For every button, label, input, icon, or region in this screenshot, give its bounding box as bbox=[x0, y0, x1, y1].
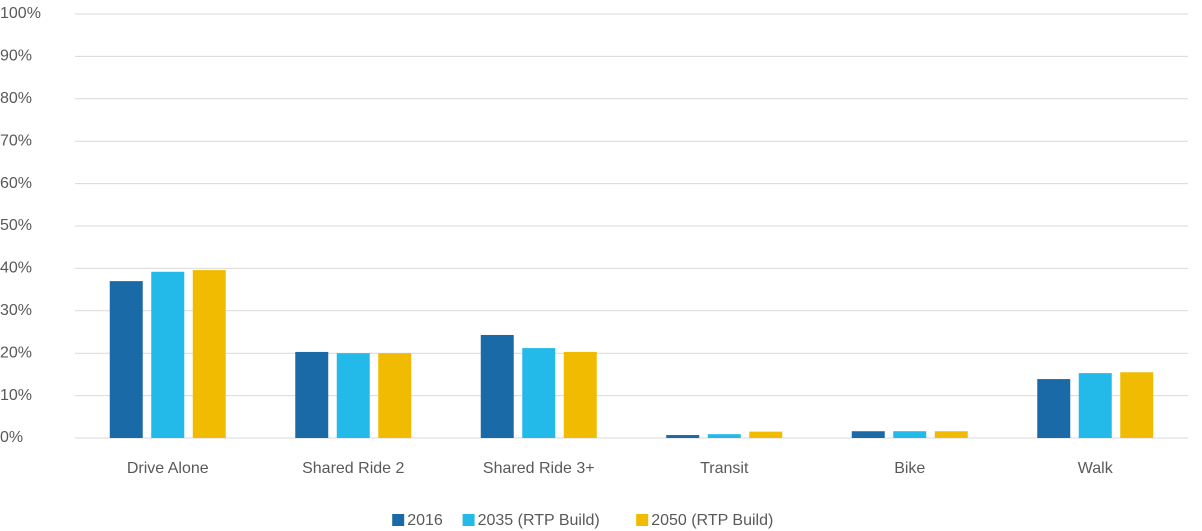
y-tick-label: 10% bbox=[0, 387, 32, 404]
y-tick-label: 50% bbox=[0, 217, 32, 234]
y-tick-label: 40% bbox=[0, 260, 32, 277]
x-tick-label: Walk bbox=[1078, 460, 1114, 477]
bar bbox=[851, 431, 885, 438]
x-tick-label: Drive Alone bbox=[127, 460, 209, 477]
y-tick-label: 20% bbox=[0, 344, 32, 361]
x-tick-label: Shared Ride 2 bbox=[302, 460, 404, 477]
legend-swatch bbox=[636, 514, 649, 526]
bar bbox=[1120, 372, 1154, 438]
bar bbox=[893, 431, 927, 438]
bar bbox=[1037, 379, 1071, 438]
legend-label: 2050 (RTP Build) bbox=[651, 512, 773, 529]
bar bbox=[480, 334, 514, 438]
bar bbox=[563, 351, 597, 438]
bar bbox=[749, 431, 783, 438]
bar bbox=[336, 353, 370, 438]
y-tick-label: 100% bbox=[0, 5, 41, 22]
legend-swatch bbox=[462, 514, 475, 526]
bar bbox=[666, 435, 700, 438]
bar bbox=[707, 434, 741, 438]
legend-label: 2035 (RTP Build) bbox=[478, 512, 600, 529]
bar bbox=[192, 270, 226, 438]
bar bbox=[934, 431, 968, 438]
bar bbox=[1078, 373, 1112, 438]
y-tick-label: 80% bbox=[0, 90, 32, 107]
legend-swatch bbox=[392, 514, 405, 526]
bar bbox=[151, 271, 185, 438]
x-tick-label: Shared Ride 3+ bbox=[483, 460, 595, 477]
bar bbox=[109, 281, 143, 438]
bar bbox=[522, 348, 556, 438]
x-tick-label: Bike bbox=[894, 460, 925, 477]
y-tick-label: 70% bbox=[0, 132, 32, 149]
y-tick-label: 30% bbox=[0, 302, 32, 319]
y-tick-label: 90% bbox=[0, 48, 32, 65]
x-tick-label: Transit bbox=[700, 460, 749, 477]
y-tick-label: 60% bbox=[0, 175, 32, 192]
bar bbox=[295, 351, 329, 438]
bar bbox=[378, 353, 412, 438]
y-tick-label: 0% bbox=[0, 429, 23, 446]
legend-label: 2016 bbox=[407, 512, 443, 529]
